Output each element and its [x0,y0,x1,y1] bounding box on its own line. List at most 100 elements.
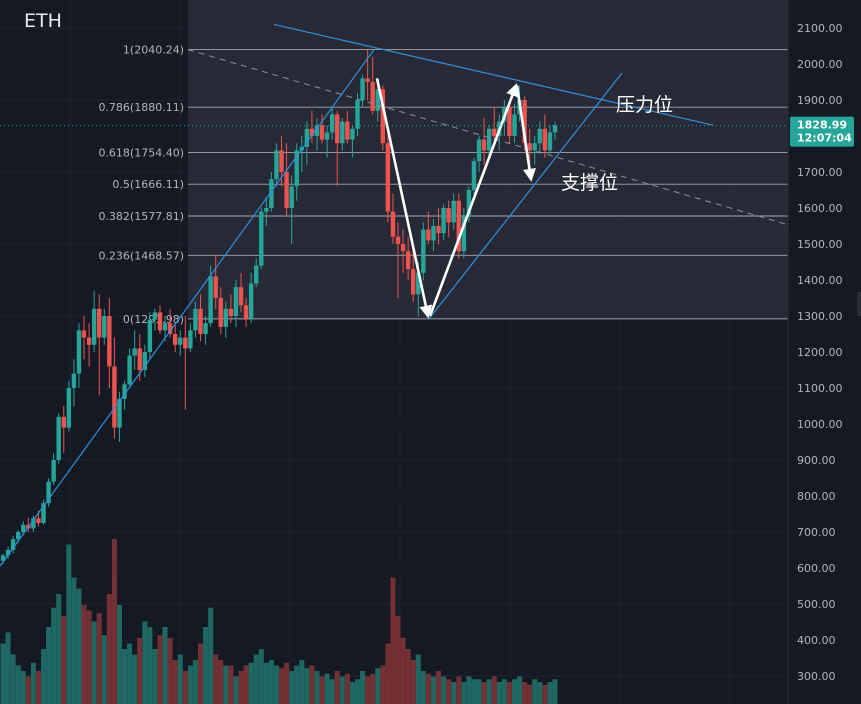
volume-bar [456,676,462,704]
volume-bar [334,671,340,704]
price-tick-label: 700.00 [797,526,836,539]
price-tick-label: 1000.00 [797,418,843,431]
volume-bar [511,679,517,704]
candle-body [76,330,82,374]
price-tick-label: 800.00 [797,490,836,503]
candle-body [431,226,436,241]
candle-body [117,398,122,428]
volume-bar [273,665,279,704]
candle-body [335,114,340,144]
price-tick-label: 1300.00 [797,310,843,323]
candle-body [390,211,396,237]
volume-bar [223,665,229,704]
candle-body [279,150,284,172]
volume-bar [385,643,391,704]
volume-bar [66,544,72,704]
candle-body [203,323,208,334]
candle-body [31,518,36,529]
fib-level-label: 0.5(1666.11) [112,178,184,191]
trend-drawings[interactable] [0,23,788,567]
price-axis[interactable]: 300.00 400.00 500.00 600.00 700.00 800.00 900.… [787,0,861,704]
volume-bar [486,679,492,704]
volume-bar [425,673,431,704]
volume-bar [441,676,447,704]
candle-body [46,481,51,504]
volume-bar [329,679,335,704]
volume-bar [167,638,173,704]
volume-bar [35,671,41,704]
candle-body [152,312,158,320]
candle-body [319,125,325,140]
volume-bar [15,665,21,704]
candle-body [340,121,345,144]
volume-bar [436,671,442,704]
volume-bar [25,676,31,704]
volume-bar [101,635,107,704]
volume-bar [268,660,274,704]
candle-body [137,348,142,370]
candle-body [380,89,386,144]
candle-body [309,128,315,136]
volume-bar [451,682,457,704]
volume-bar [527,684,533,704]
volume-bar [142,621,148,704]
candle-body [142,352,147,370]
volume-bar [172,660,178,704]
candle-body [512,114,517,136]
candle-body [208,276,213,324]
candle-body [127,355,132,385]
candle-body [446,208,451,223]
volume-bar [506,682,512,704]
volume-bar [213,654,219,704]
fib-level-label: 0.618(1754.40) [98,146,184,159]
volume-bar [5,632,11,704]
candle-countdown: 12:07:04 [797,132,852,145]
volume-bar [116,605,122,704]
support-label: 支撑位 [561,172,618,194]
candle-body [289,186,294,208]
volume-bar [314,671,320,704]
candle-body [411,269,416,295]
volume-bar [299,660,305,704]
candle-body [162,323,168,331]
candle-body [471,161,477,190]
volume-bar [86,610,92,704]
volume-bar [547,682,553,704]
volume-bar [319,676,325,704]
candle-body [365,78,370,82]
candle-body [61,416,66,428]
volume-bar [203,627,209,704]
price-tick-label: 500.00 [797,598,836,611]
candle-body [264,208,269,212]
candle-body [198,308,203,334]
volume-bar [471,679,477,704]
candle-body [350,128,355,140]
candle-body [178,337,183,345]
resistance-label: 压力位 [616,94,673,116]
volume-bar [339,676,345,704]
price-tick-label: 1200.00 [797,346,843,359]
volume-bar [248,662,254,704]
candle-body [416,272,421,295]
candle-body [238,287,244,306]
volume-bar [370,673,376,704]
candle-body [36,518,41,523]
candle-body [329,114,335,133]
volume-bar [279,668,285,704]
price-tick-label: 1500.00 [797,238,843,251]
candle-body [91,308,97,345]
volume-bar [198,643,204,704]
candle-body [522,100,527,144]
volume-bar [481,682,487,704]
candle-body [304,128,310,147]
dashed-trendline [187,49,787,225]
candle-body [41,503,46,523]
candle-body [492,128,497,136]
volume-bar [289,671,295,704]
volume-bar [0,643,6,704]
volume-bar [360,671,366,704]
volume-bar [344,673,350,704]
volume-bar [81,605,87,704]
volume-bar [466,676,472,704]
